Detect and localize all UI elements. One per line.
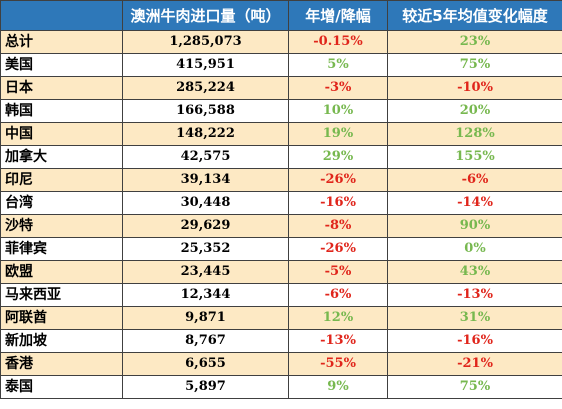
country-cell: 阿联酋 (0, 306, 123, 330)
vs5y-cell: -14% (387, 191, 562, 215)
volume-cell: 166,588 (122, 99, 289, 123)
vs5y-cell: -6% (387, 168, 562, 192)
table-row: 香港 6,655 -55% -21% (0, 352, 562, 376)
vs5y-cell: 20% (387, 99, 562, 123)
country-cell: 马来西亚 (0, 283, 123, 307)
yoy-cell: -16% (288, 191, 388, 215)
yoy-cell: -6% (288, 283, 388, 307)
volume-cell: 6,655 (122, 352, 289, 376)
table-row: 加拿大 42,575 29% 155% (0, 145, 562, 169)
header-volume: 澳洲牛肉进口量（吨） (122, 0, 289, 31)
vs5y-cell: 23% (387, 30, 562, 54)
yoy-cell: 5% (288, 53, 388, 77)
table-row: 美国 415,951 5% 75% (0, 53, 562, 77)
country-cell: 香港 (0, 352, 123, 376)
country-cell: 沙特 (0, 214, 123, 238)
yoy-cell: -55% (288, 352, 388, 376)
vs5y-cell: 75% (387, 53, 562, 77)
yoy-cell: -13% (288, 329, 388, 353)
volume-cell: 415,951 (122, 53, 289, 77)
volume-cell: 29,629 (122, 214, 289, 238)
volume-cell: 30,448 (122, 191, 289, 215)
table-row: 欧盟 23,445 -5% 43% (0, 260, 562, 284)
yoy-cell: 19% (288, 122, 388, 146)
country-cell: 总计 (0, 30, 123, 54)
yoy-cell: 10% (288, 99, 388, 123)
country-cell: 欧盟 (0, 260, 123, 284)
yoy-cell: -8% (288, 214, 388, 238)
volume-cell: 25,352 (122, 237, 289, 261)
volume-cell: 39,134 (122, 168, 289, 192)
table-row: 印尼 39,134 -26% -6% (0, 168, 562, 192)
yoy-cell: -26% (288, 237, 388, 261)
volume-cell: 285,224 (122, 76, 289, 100)
volume-cell: 1,285,073 (122, 30, 289, 54)
vs5y-cell: 155% (387, 145, 562, 169)
table-row: 总计 1,285,073 -0.15% 23% (0, 30, 562, 54)
header-country (0, 0, 123, 31)
volume-cell: 42,575 (122, 145, 289, 169)
country-cell: 新加坡 (0, 329, 123, 353)
vs5y-cell: 31% (387, 306, 562, 330)
beef-import-table: 澳洲牛肉进口量（吨） 年增/降幅 较近5年均值变化幅度 总计 1,285,073-… (0, 0, 562, 399)
table-row: 中国 148,222 19% 128% (0, 122, 562, 146)
country-cell: 泰国 (0, 375, 123, 399)
table-row: 菲律宾 25,352 -26% 0% (0, 237, 562, 261)
vs5y-cell: 43% (387, 260, 562, 284)
vs5y-cell: 90% (387, 214, 562, 238)
header-vs5y: 较近5年均值变化幅度 (387, 0, 562, 31)
vs5y-cell: -16% (387, 329, 562, 353)
vs5y-cell: 0% (387, 237, 562, 261)
table-row: 日本 285,224 -3% -10% (0, 76, 562, 100)
vs5y-cell: -13% (387, 283, 562, 307)
table-row: 新加坡 8,767 -13% -16% (0, 329, 562, 353)
volume-cell: 5,897 (122, 375, 289, 399)
vs5y-cell: -10% (387, 76, 562, 100)
yoy-cell: -5% (288, 260, 388, 284)
country-cell: 日本 (0, 76, 123, 100)
volume-cell: 8,767 (122, 329, 289, 353)
table-row: 泰国 5,897 9% 75% (0, 375, 562, 399)
yoy-cell: -3% (288, 76, 388, 100)
vs5y-cell: -21% (387, 352, 562, 376)
country-cell: 中国 (0, 122, 123, 146)
country-cell: 美国 (0, 53, 123, 77)
country-cell: 韩国 (0, 99, 123, 123)
country-cell: 加拿大 (0, 145, 123, 169)
table-row: 阿联酋 9,871 12% 31% (0, 306, 562, 330)
country-cell: 印尼 (0, 168, 123, 192)
header-yoy: 年增/降幅 (288, 0, 388, 31)
volume-cell: 12,344 (122, 283, 289, 307)
vs5y-cell: 128% (387, 122, 562, 146)
country-cell: 菲律宾 (0, 237, 123, 261)
table-row: 韩国 166,588 10% 20% (0, 99, 562, 123)
yoy-cell: 9% (288, 375, 388, 399)
header-row: 澳洲牛肉进口量（吨） 年增/降幅 较近5年均值变化幅度 (0, 0, 562, 31)
table-row: 马来西亚 12,344 -6% -13% (0, 283, 562, 307)
yoy-cell: -26% (288, 168, 388, 192)
vs5y-cell: 75% (387, 375, 562, 399)
volume-cell: 148,222 (122, 122, 289, 146)
country-cell: 台湾 (0, 191, 123, 215)
volume-cell: 23,445 (122, 260, 289, 284)
volume-cell: 9,871 (122, 306, 289, 330)
table-row: 台湾 30,448 -16% -14% (0, 191, 562, 215)
yoy-cell: 12% (288, 306, 388, 330)
table-row: 沙特 29,629 -8% 90% (0, 214, 562, 238)
yoy-cell: -0.15% (288, 30, 388, 54)
yoy-cell: 29% (288, 145, 388, 169)
